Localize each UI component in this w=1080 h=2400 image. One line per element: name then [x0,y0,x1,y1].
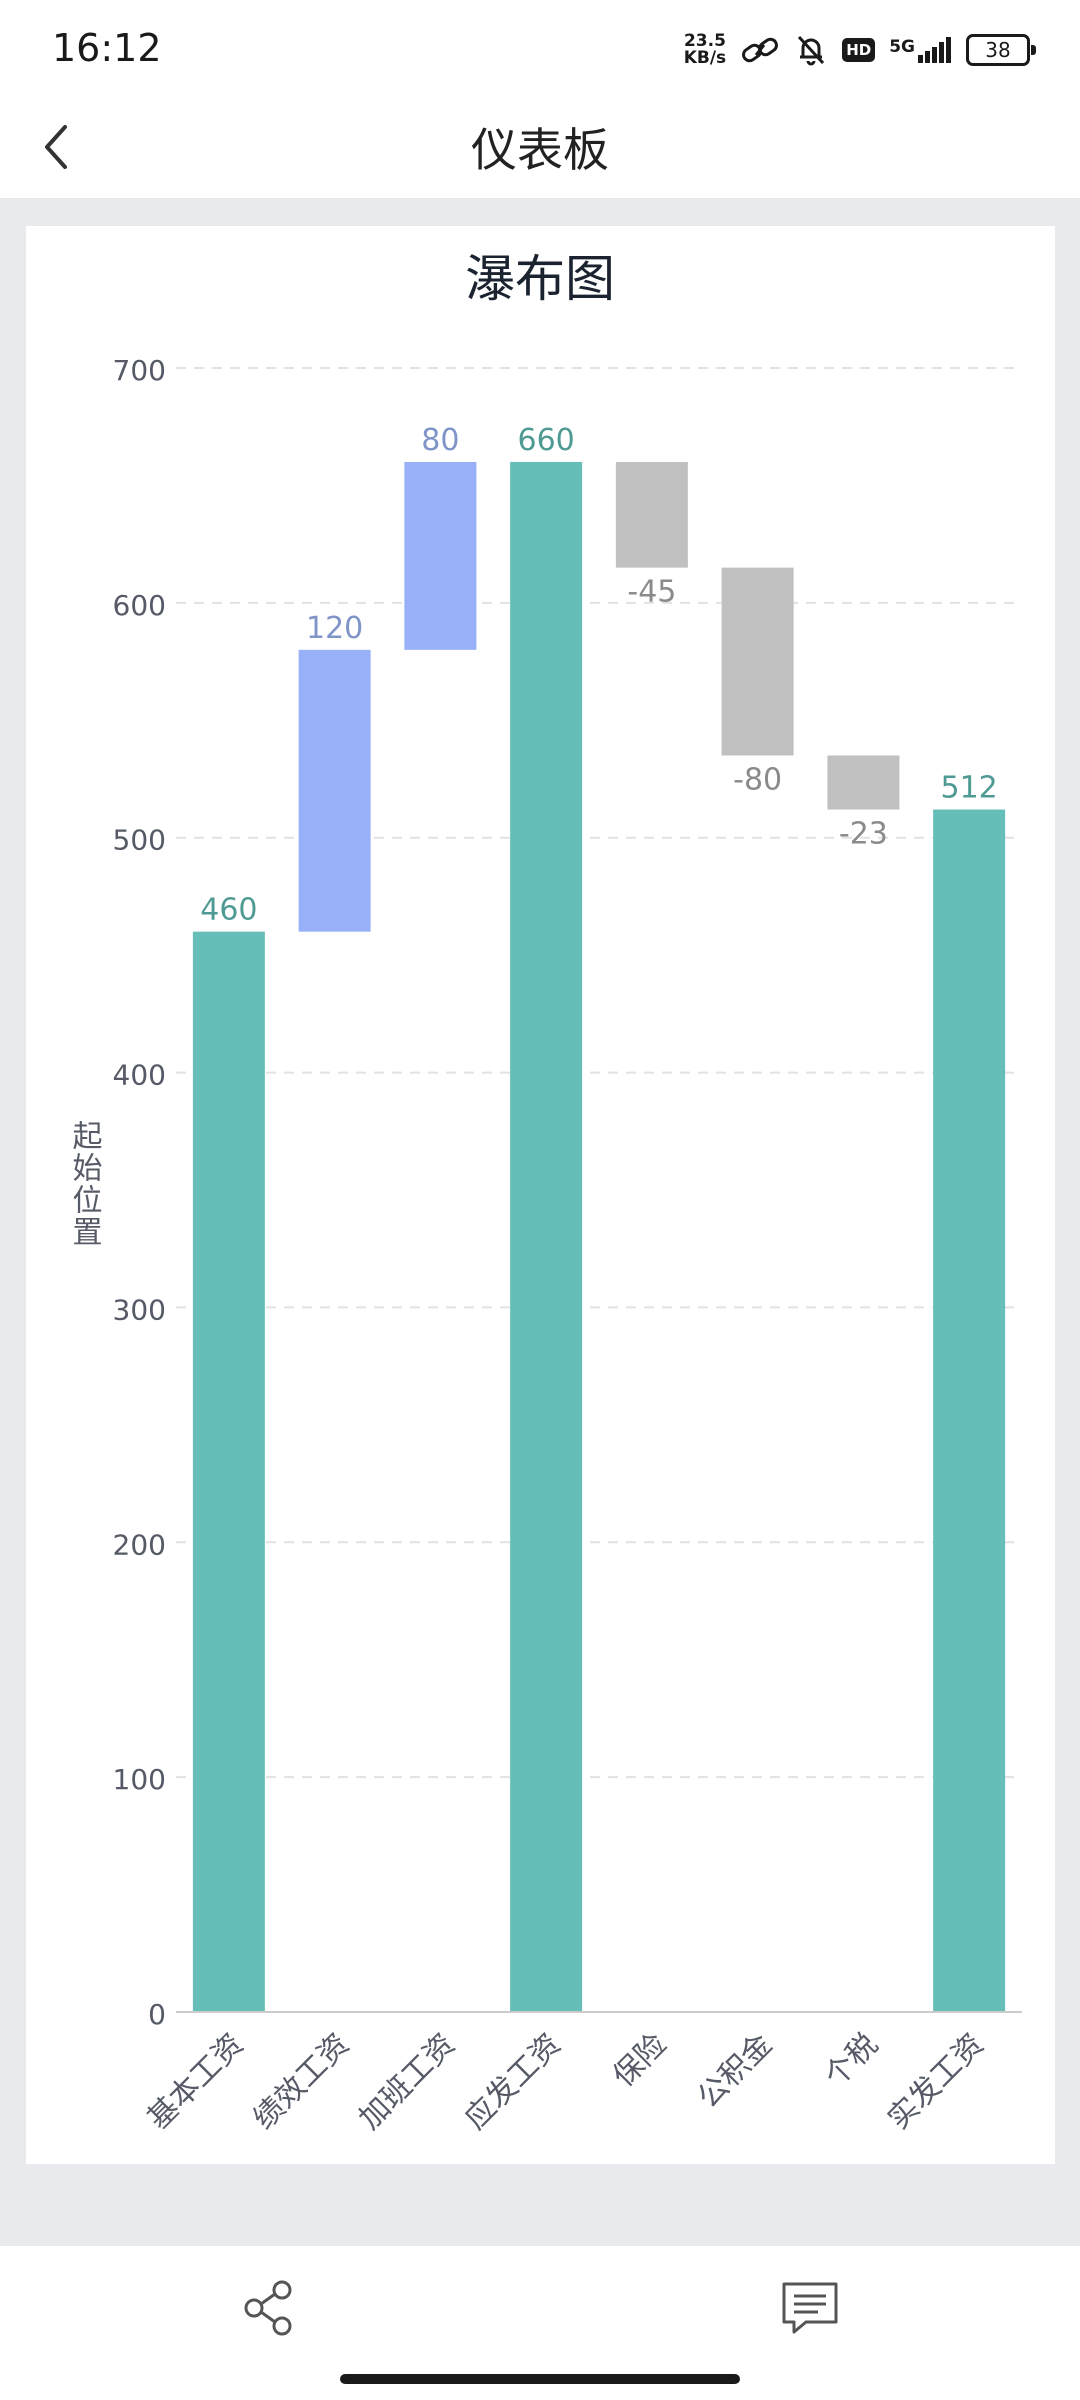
page-title: 仪表板 [471,123,609,177]
data-label: -80 [733,763,782,798]
signal-bars-icon [918,37,951,63]
data-label: 80 [421,423,459,458]
y-axis-label: 起始位置 [67,1120,103,1248]
status-time: 16:12 [52,26,162,70]
comment-button[interactable] [778,2276,842,2340]
data-label: -45 [627,575,676,610]
y-axis-label-group: 起始位置 [67,1120,103,1248]
chart-card: 瀑布图 0 100 200 300 400 500 600 700 460 120 80 660 -4… [26,226,1055,2164]
x-tick-label: 基本工资 [141,2027,251,2137]
data-label: 120 [306,611,363,646]
bar-6[interactable] [721,567,794,756]
battery-indicator: 38 [966,34,1036,66]
network-speed: 23.5 KB/s [684,33,726,67]
bar-5[interactable] [615,461,688,568]
y-tick-label: 0 [148,1998,166,2031]
share-icon [244,2280,292,2336]
link-icon [742,37,779,63]
bar-1[interactable] [192,931,265,2012]
bar-3[interactable] [404,461,477,650]
y-tick-label: 500 [113,824,166,857]
data-label: 660 [517,423,574,458]
bar-8[interactable] [933,809,1006,2012]
bar-2[interactable] [298,649,371,932]
data-label: 512 [940,771,997,806]
y-tick-label: 600 [113,589,166,622]
comment-icon [782,2282,838,2334]
x-tick-label: 公积金 [691,2027,779,2115]
home-indicator[interactable] [340,2374,740,2384]
status-icons: 23.5 KB/s HD 5G 38 [684,28,1036,72]
signal-label: 5G [889,37,915,57]
x-tick-label: 应发工资 [458,2027,568,2137]
x-tick-label: 保险 [606,2027,673,2094]
y-tick-label: 100 [113,1763,166,1796]
data-labels-layer: 460 120 80 660 -45 -80 -23 512 [200,423,998,928]
share-button[interactable] [238,2276,302,2340]
chevron-left-icon [45,125,67,169]
signal-indicator: 5G [889,37,952,63]
data-label: -23 [839,817,888,852]
x-tick-label: 个税 [818,2027,885,2094]
x-tick-label: 加班工资 [352,2027,462,2137]
data-label: 460 [200,893,257,928]
header: 仪表板 [0,96,1080,198]
y-tick-label: 700 [113,354,166,387]
chart-title: 瀑布图 [465,250,615,308]
back-button[interactable] [22,112,92,182]
bell-muted-icon [798,35,825,66]
waterfall-chart: 瀑布图 0 100 200 300 400 500 600 700 460 120 80 660 -4… [67,250,1022,2137]
hd-badge: HD [842,38,876,62]
y-tick-label: 200 [113,1528,166,1561]
bottom-bar [0,2246,1080,2400]
x-tick-label: 实发工资 [881,2027,991,2137]
network-speed-value: 23.5 [683,31,726,51]
y-axis-ticks: 0 100 200 300 400 500 600 700 [113,354,166,2031]
y-tick-label: 400 [113,1059,166,1092]
x-tick-label: 绩效工资 [247,2027,357,2137]
network-speed-unit: KB/s [683,48,727,68]
grid-layer [176,367,1022,1779]
bar-4[interactable] [510,461,583,2012]
y-tick-label: 300 [113,1293,166,1326]
status-bar: 16:12 23.5 KB/s HD 5G 3 [0,0,1080,96]
bar-7[interactable] [827,755,900,810]
bars-layer [192,461,1006,2012]
